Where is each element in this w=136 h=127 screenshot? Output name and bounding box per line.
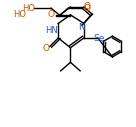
Text: O: O (84, 4, 91, 13)
Text: N: N (79, 23, 85, 31)
Text: Se: Se (93, 34, 105, 43)
Text: HO: HO (22, 4, 35, 13)
Text: O: O (83, 2, 90, 11)
Text: O: O (43, 44, 50, 53)
Text: HO: HO (13, 10, 26, 19)
Text: O: O (47, 10, 54, 19)
Text: HN: HN (45, 26, 58, 35)
